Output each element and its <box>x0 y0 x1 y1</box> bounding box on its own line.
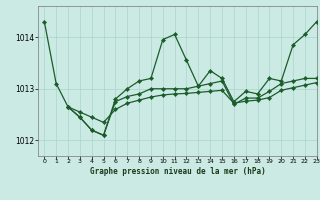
X-axis label: Graphe pression niveau de la mer (hPa): Graphe pression niveau de la mer (hPa) <box>90 167 266 176</box>
